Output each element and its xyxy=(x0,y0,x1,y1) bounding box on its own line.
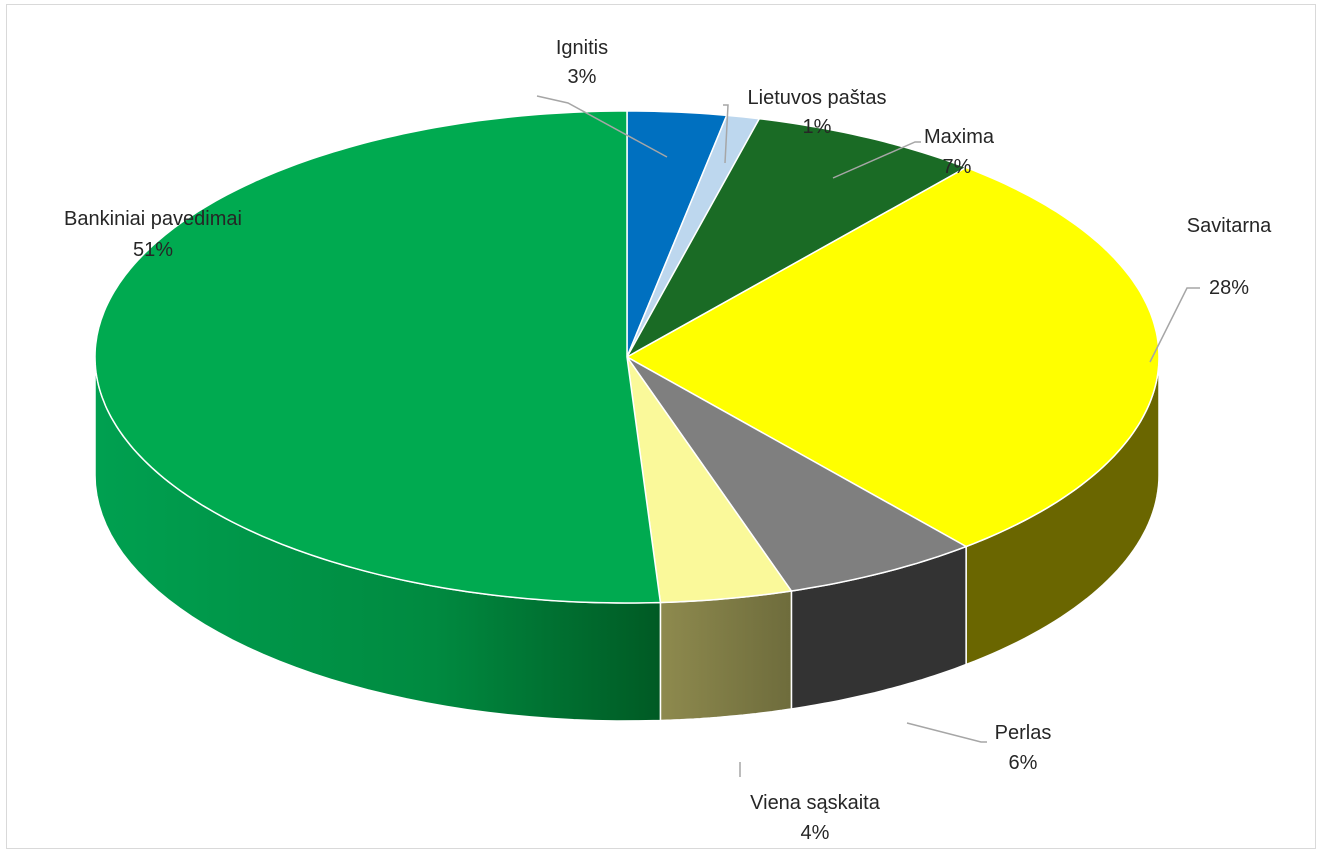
leader-line xyxy=(906,722,987,743)
slice-bankiniai-pavedimai xyxy=(94,110,662,604)
label-savitarna: Savitarna xyxy=(1187,215,1272,237)
label-viena-saskaita: Viena sąskaita xyxy=(750,792,881,814)
pie-side-walls xyxy=(94,356,1160,722)
value-perlas: 6% xyxy=(1009,752,1038,774)
label-maxima: Maxima xyxy=(924,126,995,148)
slice-labels: Ignitis 3% Lietuvos paštas 1% Maxima 7% Savita… xyxy=(64,37,1272,844)
value-maxima: 7% xyxy=(943,156,972,178)
value-savitarna: 28% xyxy=(1209,277,1249,299)
leader-line xyxy=(723,104,729,164)
leader-line xyxy=(536,95,668,158)
side-viena-saskaita xyxy=(659,590,793,722)
label-ignitis: Ignitis xyxy=(556,37,608,59)
leader-line xyxy=(832,141,921,179)
pie-top-faces xyxy=(94,110,1160,604)
slice-viena-saskaita xyxy=(626,356,793,604)
slice-perlas xyxy=(626,356,968,592)
value-viena-saskaita: 4% xyxy=(801,822,830,844)
label-bankiniai-pavedimai: Bankiniai pavedimai xyxy=(64,208,242,230)
slice-savitarna xyxy=(625,166,1160,548)
slice-maxima xyxy=(625,117,968,359)
value-ignitis: 3% xyxy=(568,66,597,88)
leader-line xyxy=(1149,287,1200,363)
chart-frame: Ignitis 3% Lietuvos paštas 1% Maxima 7% Savita… xyxy=(6,4,1316,849)
leader-lines xyxy=(536,95,1200,777)
pie-chart-3d: Ignitis 3% Lietuvos paštas 1% Maxima 7% Savita… xyxy=(64,37,1272,844)
value-lietuvos-pastas: 1% xyxy=(803,116,832,138)
value-bankiniai-pavedimai: 51% xyxy=(133,239,173,261)
label-perlas: Perlas xyxy=(995,722,1052,744)
label-lietuvos-pastas: Lietuvos paštas xyxy=(748,87,887,109)
